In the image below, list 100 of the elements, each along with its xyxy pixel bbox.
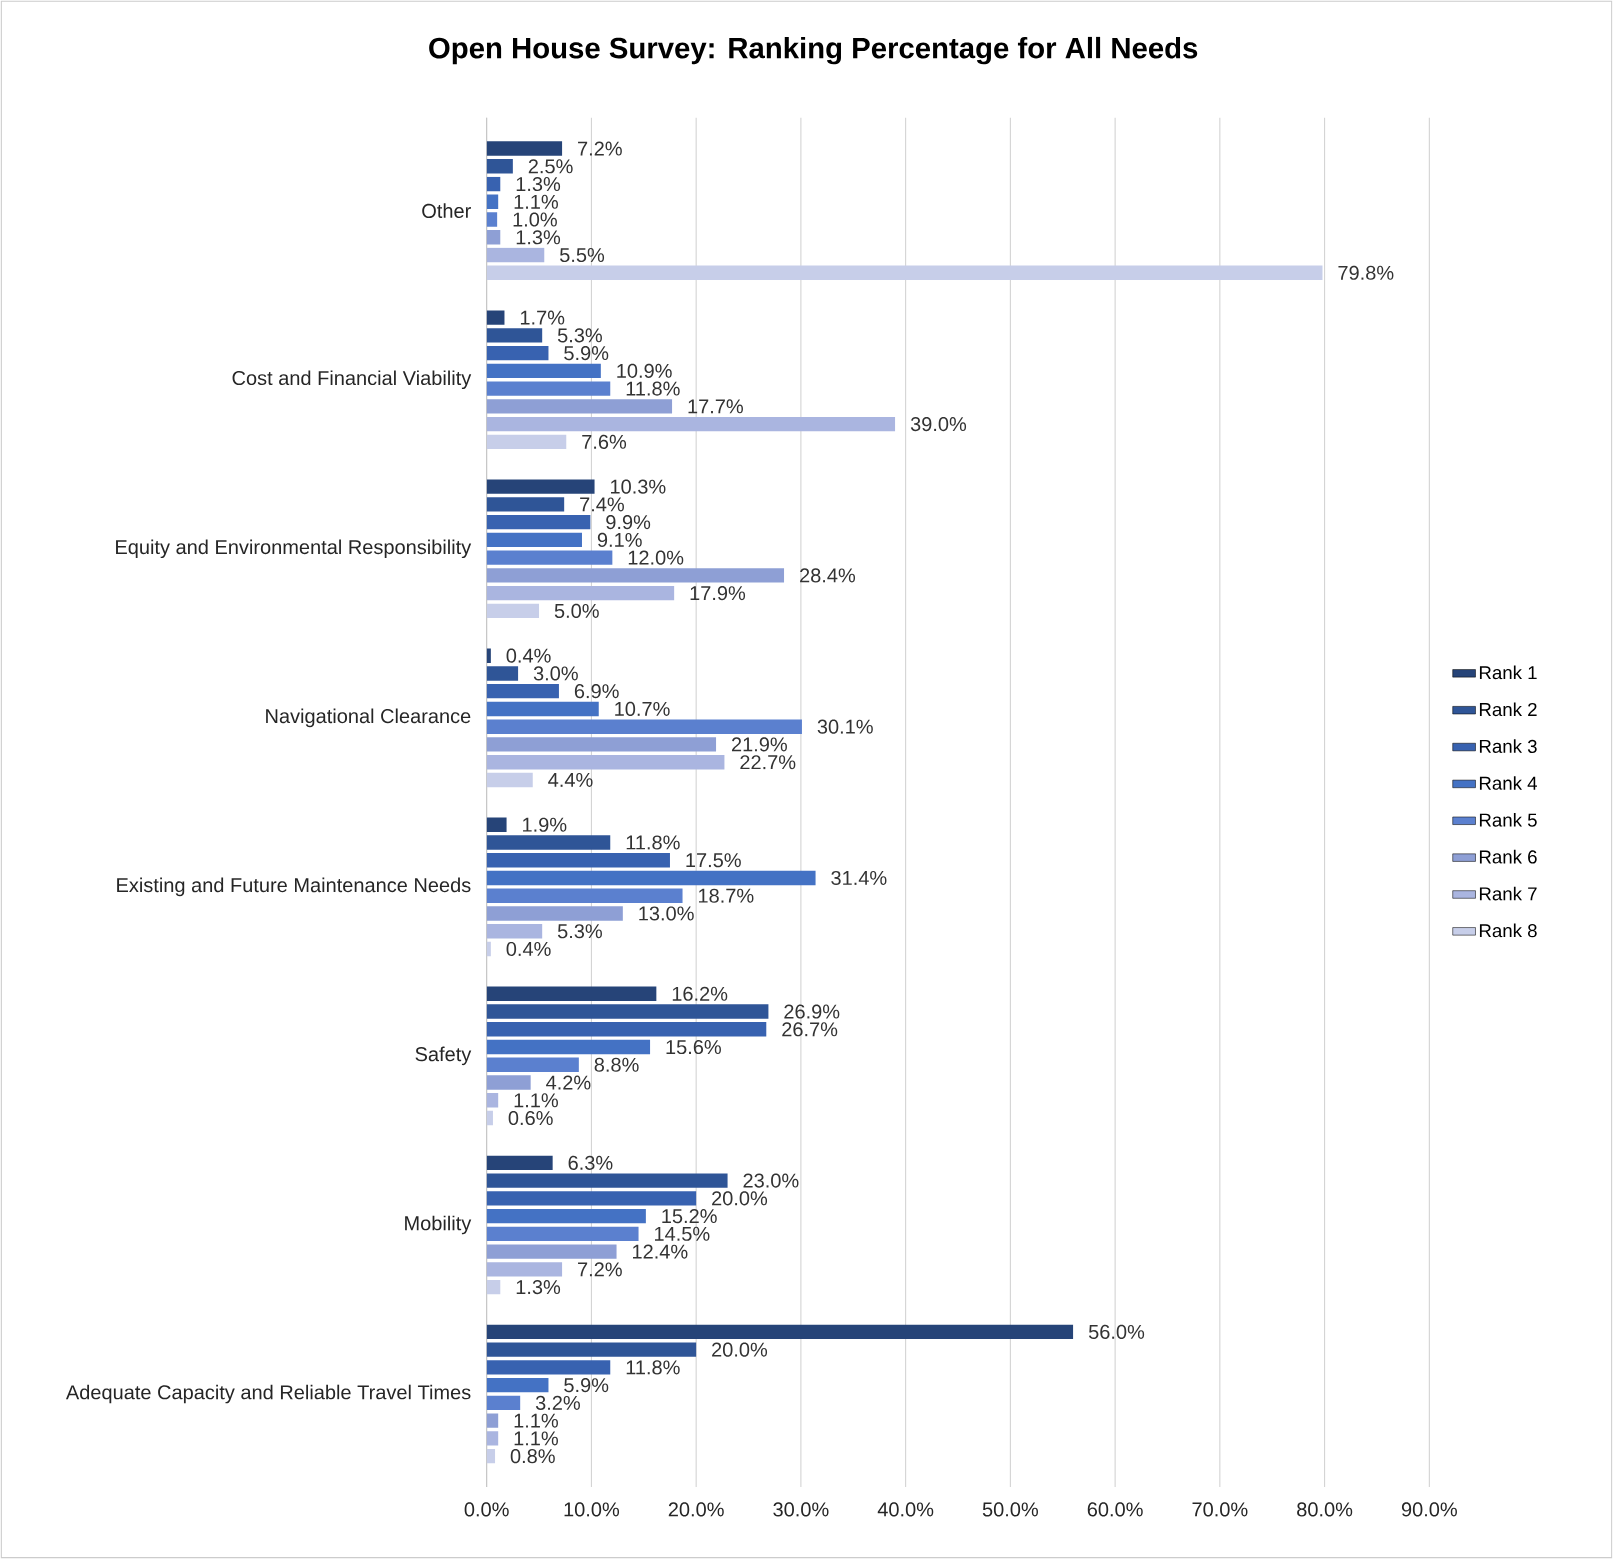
bar [486,550,613,565]
data-label: 5.0% [554,603,599,618]
data-label: 11.8% [626,835,680,850]
data-label: 20.0% [712,1342,768,1357]
data-label: 28.4% [800,568,856,583]
data-label: 1.7% [520,310,565,325]
data-label: 13.0% [639,906,694,921]
bar [486,888,683,903]
y-tick-label: Existing and Future Maintenance Needs [117,877,471,897]
bar [486,1342,697,1357]
bar [486,906,623,921]
data-label: 1.9% [523,817,567,832]
legend-label: Rank 8 [1479,923,1537,938]
data-label: 14.5% [655,1226,710,1241]
chart-title: Open House Survey: Ranking Percentage for All Needs [429,36,1198,65]
data-label: 7.2% [578,141,622,156]
x-tick-label: 40.0% [877,1502,934,1517]
bar [486,737,717,752]
bar [486,532,582,548]
data-label: 6.9% [574,684,619,699]
x-tick-label: 0.0% [464,1502,509,1517]
y-tick-label: Safety [415,1046,472,1066]
data-label: 26.9% [784,1004,840,1019]
legend-label: Rank 6 [1479,849,1537,864]
bar [486,684,559,699]
data-label: 22.7% [740,755,796,770]
bar [486,345,549,361]
bar [486,1173,728,1188]
data-label: 0.8% [510,1449,555,1464]
x-tick-label: 50.0% [982,1502,1038,1517]
bar [486,1075,531,1090]
legend-label: Rank 1 [1479,665,1537,680]
data-label: 1.1% [514,1413,558,1428]
bar [486,853,670,868]
x-tick-label: 10.0% [564,1502,620,1517]
data-label: 10.9% [617,363,672,378]
legend-label: Rank 2 [1479,702,1537,717]
data-label: 21.9% [731,737,787,752]
data-label: 1.3% [516,230,561,245]
bar [486,141,563,156]
data-label: 1.0% [513,212,557,227]
data-label: 5.5% [560,248,605,263]
data-label: 56.0% [1088,1324,1145,1339]
bar [486,194,499,209]
bar [486,585,675,601]
bar [486,701,599,717]
data-label: 7.4% [580,497,624,512]
data-label: 11.8% [626,1360,680,1375]
bar [486,755,725,770]
data-label: 1.1% [514,1431,558,1446]
bar [486,817,507,832]
bar [486,1431,499,1446]
bar [486,666,519,681]
bar [486,1110,493,1126]
data-label: 0.6% [508,1110,553,1126]
data-label: 15.2% [662,1209,717,1224]
data-label: 1.3% [516,176,561,192]
bar [486,497,565,512]
bar [486,1057,579,1072]
data-label: 0.4% [506,648,551,663]
bar [486,772,533,788]
bar [486,1448,496,1464]
bar [486,230,501,245]
data-label: 7.6% [582,434,627,449]
y-tick-label: Other [422,203,471,219]
data-label: 16.2% [672,986,728,1001]
bar [486,434,567,450]
bar [486,1413,499,1428]
data-label: 23.0% [743,1173,799,1188]
bar [486,1039,651,1055]
data-label: 10.3% [611,479,666,494]
bar [486,479,595,494]
bar [486,1226,639,1242]
bar [486,924,543,939]
bar [486,1360,611,1375]
x-tick-label: 70.0% [1192,1502,1248,1517]
bar [486,514,591,530]
data-label: 26.7% [782,1022,838,1037]
bar [486,835,611,850]
legend-label: Rank 3 [1479,739,1537,753]
data-label: 9.9% [606,515,651,530]
data-label: 79.8% [1338,265,1394,280]
bar [486,986,657,1001]
bar [486,247,545,263]
data-label: 15.6% [666,1039,721,1055]
data-label: 4.4% [548,772,593,787]
bar [486,1244,617,1259]
data-label: 5.9% [564,1378,609,1393]
bar [486,310,505,325]
data-label: 7.2% [578,1262,622,1277]
data-label: 9.1% [597,532,642,547]
bar [486,870,816,886]
data-label: 11.8% [626,381,680,396]
data-label: 31.4% [831,870,887,886]
data-label: 3.2% [535,1395,580,1410]
data-label: 2.5% [528,159,573,174]
data-label: 3.0% [533,666,578,681]
data-label: 6.3% [568,1155,613,1170]
data-label: 20.0% [712,1191,768,1206]
y-tick-label: Cost and Financial Viability [232,370,472,390]
